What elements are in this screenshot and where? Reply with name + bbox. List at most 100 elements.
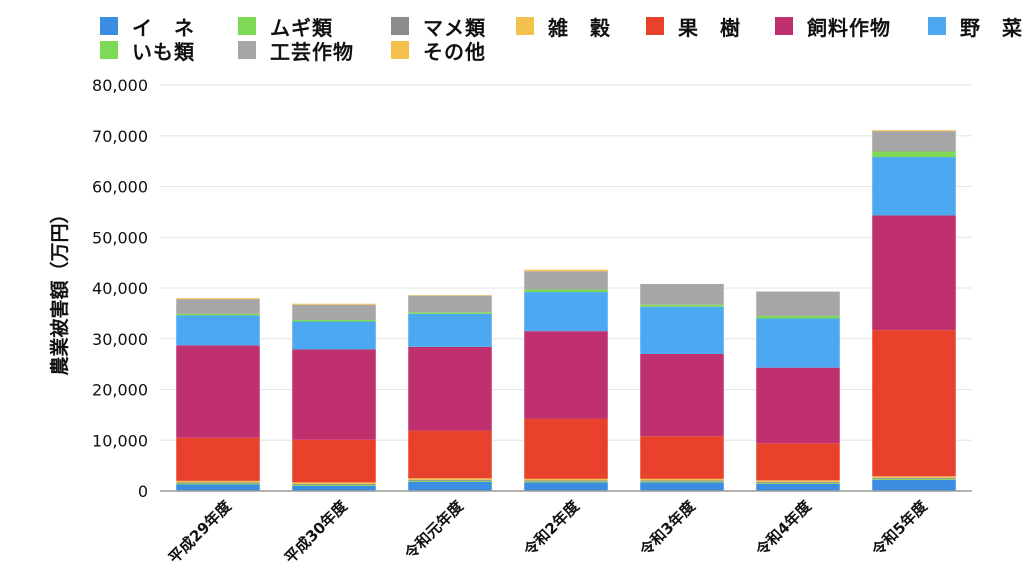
legend-item-industrial: 工芸作物 — [238, 38, 354, 64]
legend-swatch — [391, 17, 409, 35]
y-tick-label: 0 — [138, 482, 148, 501]
bar-segment — [756, 367, 840, 444]
bar-segment — [756, 291, 840, 316]
bar-segment — [872, 478, 956, 480]
legend-swatch — [391, 41, 409, 59]
legend-item-beans: マメ類 — [391, 14, 486, 40]
legend-label: ムギ類 — [270, 15, 333, 40]
bar-segment — [872, 130, 956, 132]
chart-legend: イ ネ ムギ類 マメ類 雑 穀 果 樹 飼料作物 野 菜 いも類 工芸作物 その… — [0, 0, 1024, 70]
bar-segment — [408, 295, 492, 313]
bar-segment — [872, 477, 956, 479]
bar-segment — [176, 480, 260, 483]
bar-segment — [292, 349, 376, 440]
legend-swatch — [775, 17, 793, 35]
y-tick-label: 70,000 — [92, 127, 148, 146]
bar-segment — [524, 271, 608, 290]
legend-item-vegetables: 野 菜 — [928, 14, 1023, 40]
bar-segment — [292, 321, 376, 350]
bar-segment — [292, 484, 376, 486]
legend-item-fruit: 果 樹 — [646, 14, 741, 40]
x-tick-label: 令和3年度 — [636, 496, 699, 559]
bar-segment — [292, 482, 376, 484]
bar-segment — [872, 476, 956, 478]
bar-segment — [292, 483, 376, 485]
bar-segment — [292, 319, 376, 322]
bar-segment — [640, 306, 724, 354]
x-tick-label: 令和2年度 — [520, 496, 583, 559]
legend-label: イ ネ — [132, 15, 195, 40]
bar-segment — [872, 330, 956, 477]
y-tick-label: 30,000 — [92, 330, 148, 349]
x-tick-label: 令和元年度 — [401, 496, 467, 562]
legend-label: 野 菜 — [960, 15, 1023, 40]
bar-segment — [176, 313, 260, 316]
bar-segment — [640, 478, 724, 481]
legend-swatch — [100, 17, 118, 35]
legend-label: マメ類 — [423, 15, 486, 40]
bar-segment — [640, 304, 724, 307]
bar-segment — [176, 484, 260, 491]
bar-segment — [640, 482, 724, 491]
bar-segment — [176, 315, 260, 346]
legend-swatch — [100, 41, 118, 59]
legend-swatch — [238, 17, 256, 35]
legend-swatch — [928, 17, 946, 35]
bar-segment — [408, 313, 492, 347]
bar-segment — [408, 478, 492, 480]
legend-label: その他 — [423, 39, 486, 64]
legend-label: 工芸作物 — [270, 39, 354, 64]
bar-segment — [176, 298, 260, 300]
bar-segment — [408, 481, 492, 491]
bar-segment — [292, 485, 376, 491]
bar-segment — [872, 157, 956, 216]
bar-segment — [756, 318, 840, 368]
bar-segment — [756, 482, 840, 484]
bar-segment — [872, 479, 956, 491]
bar-segment — [176, 299, 260, 314]
legend-swatch — [646, 17, 664, 35]
legend-item-feed: 飼料作物 — [775, 14, 891, 40]
bar-segment — [524, 331, 608, 419]
bar-segment — [524, 418, 608, 479]
legend-label: いも類 — [132, 39, 195, 64]
bar-segment — [408, 480, 492, 482]
y-tick-label: 40,000 — [92, 279, 148, 298]
bar-segment — [408, 346, 492, 431]
y-tick-label: 20,000 — [92, 381, 148, 400]
legend-label: 雑 穀 — [548, 15, 611, 40]
bar-segment — [756, 480, 840, 482]
y-tick-label: 60,000 — [92, 178, 148, 197]
bar-segment — [176, 483, 260, 485]
bar-segment — [640, 353, 724, 437]
bar-segment — [524, 289, 608, 293]
legend-swatch — [516, 17, 534, 35]
bar-segment — [176, 437, 260, 481]
bar-segment — [640, 480, 724, 482]
bar-segment — [524, 478, 608, 481]
bar-segment — [872, 131, 956, 152]
legend-item-other: その他 — [391, 38, 486, 64]
bar-segment — [524, 269, 608, 272]
bar-segment — [408, 312, 492, 314]
legend-item-rice: イ ネ — [100, 14, 195, 40]
bar-segment — [524, 481, 608, 483]
bar-segment — [176, 345, 260, 438]
y-tick-label: 80,000 — [92, 76, 148, 95]
legend-label: 飼料作物 — [807, 15, 891, 40]
legend-item-tubers: いも類 — [100, 38, 195, 64]
bar-segment — [408, 430, 492, 479]
bar-segment — [756, 315, 840, 319]
bar-segment — [292, 303, 376, 305]
bar-segment — [408, 479, 492, 481]
bar-segment — [524, 482, 608, 491]
bar-segment — [872, 151, 956, 158]
bar-segment — [292, 439, 376, 483]
bar-segment — [756, 481, 840, 483]
bar-segment — [756, 483, 840, 491]
x-tick-label: 令和5年度 — [868, 496, 931, 559]
y-tick-label: 50,000 — [92, 228, 148, 247]
bar-segment — [176, 482, 260, 484]
bar-segment — [292, 304, 376, 320]
